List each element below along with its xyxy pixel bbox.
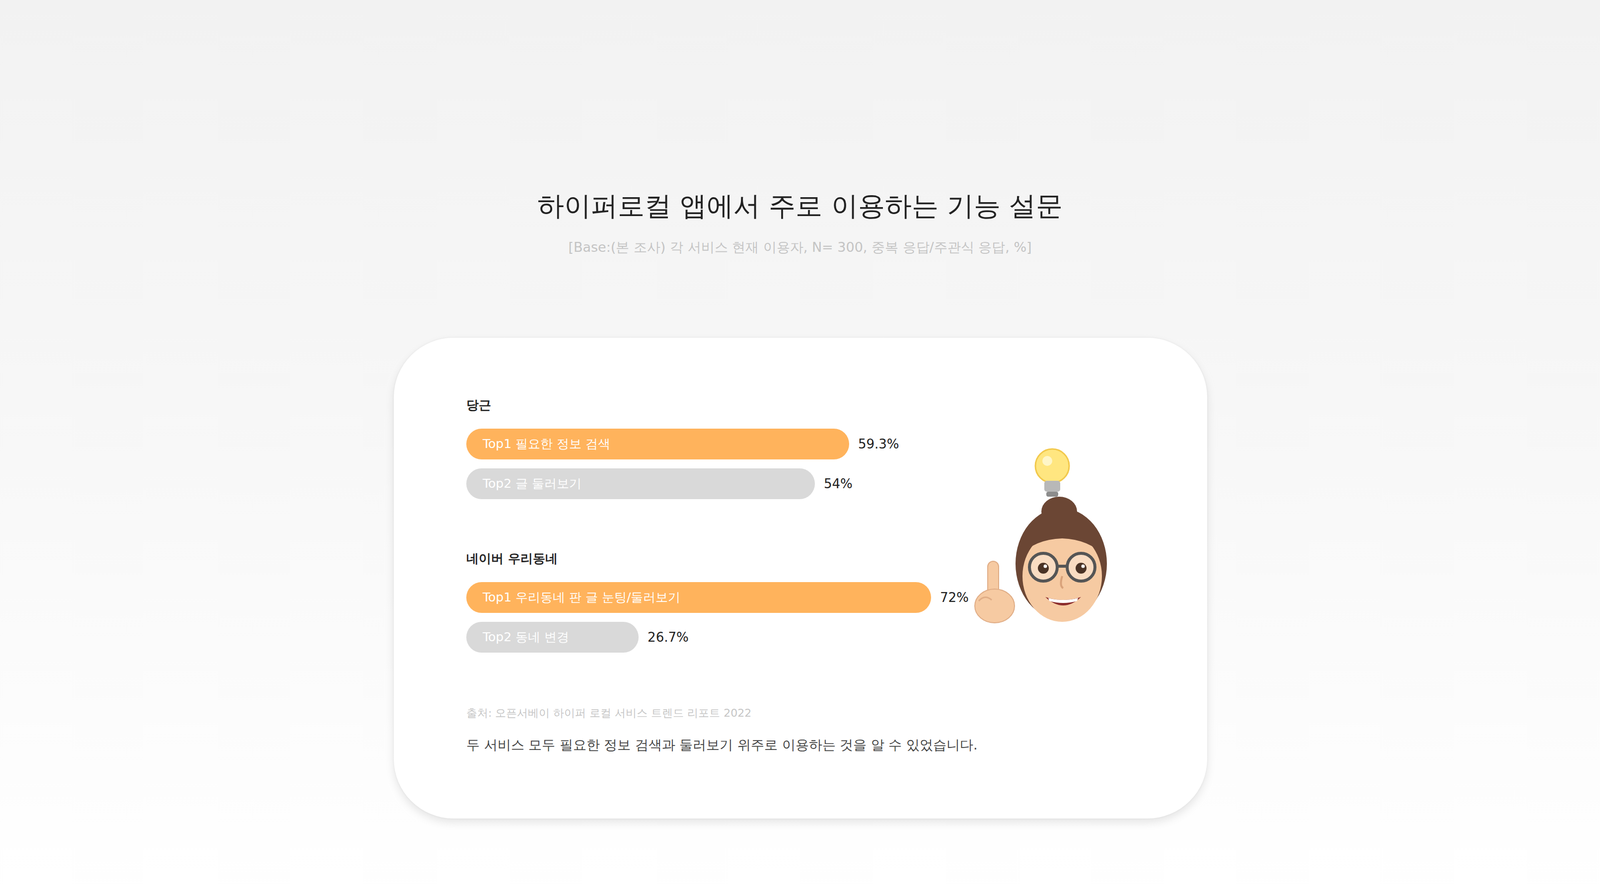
title: 하이퍼로컬 앱에서 주로 이용하는 기능 설문 (0, 189, 1600, 223)
data-label: 72% (940, 581, 969, 613)
bar: Top1 우리동네 판 글 눈팅/둘러보기 (466, 581, 932, 613)
bar-label: Top1 우리동네 판 글 눈팅/둘러보기 (482, 581, 681, 613)
bar-label: Top1 필요한 정보 검색 (482, 428, 611, 460)
chart-title: 네이버 우리동네 (466, 551, 558, 567)
card: 출처: 오픈서베이 하이퍼 로컬 서비스 트렌드 리포트 2022 두 서비스 … (393, 337, 1208, 819)
data-label: 54% (823, 468, 853, 500)
source: 출처: 오픈서베이 하이퍼 로컬 서비스 트렌드 리포트 2022 (466, 706, 752, 720)
note: 두 서비스 모두 필요한 정보 검색과 둘러보기 위주로 이용하는 것을 알 수… (466, 736, 978, 753)
subtitle: [Base:(본 조사) 각 서비스 현재 이용자, N= 300, 중복 응답… (0, 239, 1600, 256)
data-label: 26.7% (647, 621, 689, 653)
bar: Top2 동네 변경 (466, 621, 639, 653)
bar: Top2 글 둘러보기 (466, 468, 815, 500)
data-label: 59.3% (858, 428, 900, 460)
chart-title: 당근 (466, 397, 492, 413)
bar-label: Top2 동네 변경 (482, 621, 570, 653)
bar: Top1 필요한 정보 검색 (466, 428, 850, 460)
bar-label: Top2 글 둘러보기 (482, 468, 582, 500)
lightbulb (1035, 448, 1070, 497)
pointing-hand (974, 561, 1015, 623)
face (1015, 496, 1107, 622)
memoji-illustration (964, 436, 1144, 636)
